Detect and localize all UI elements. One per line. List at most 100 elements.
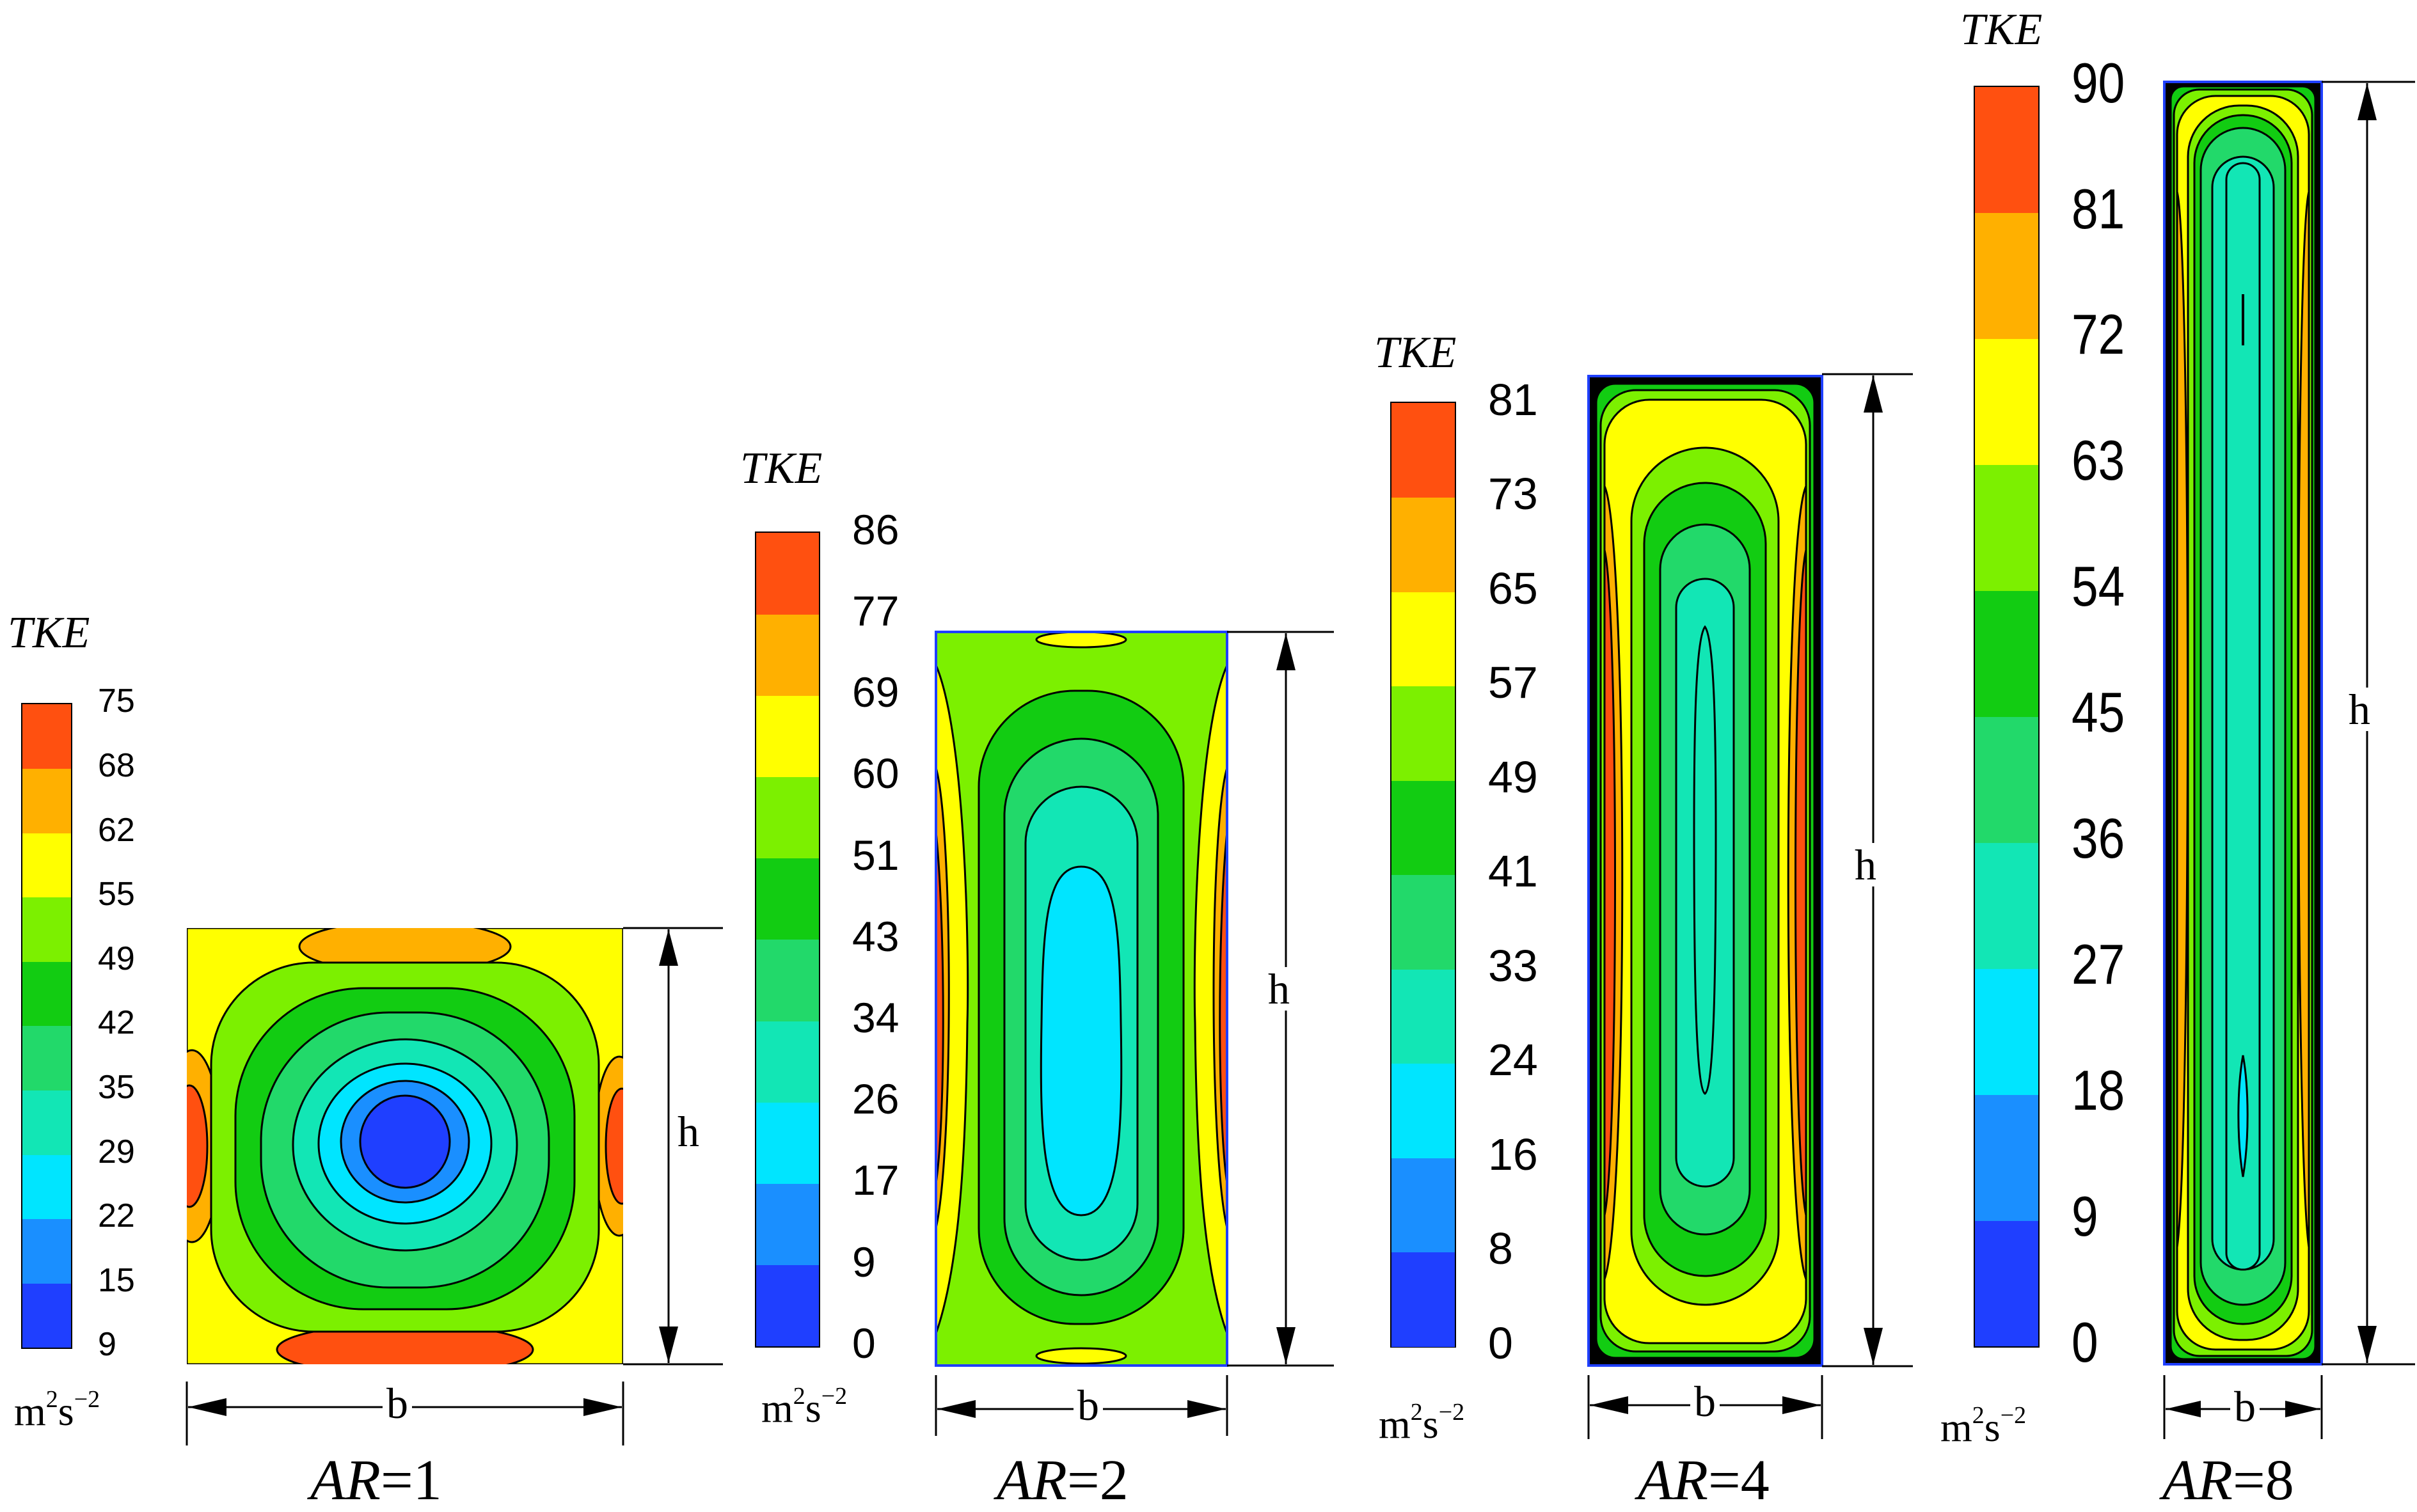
colorbar-segment <box>1975 1220 2038 1347</box>
colorbar-tick-label: 36 <box>2072 807 2125 870</box>
dimension-label-h: h <box>674 1110 703 1153</box>
colorbar-tick-label: 55 <box>98 876 135 913</box>
colorbar-tick-label: 0 <box>2072 1310 2098 1374</box>
colorbar-tick-label: 68 <box>98 747 135 784</box>
colorbar-tick-label: 26 <box>852 1075 899 1123</box>
colorbar-tick-label: 81 <box>2072 177 2125 240</box>
colorbar-unit: m2s−2 <box>761 1383 848 1431</box>
colorbar-title: TKE <box>8 608 90 658</box>
colorbar-title: TKE <box>1374 328 1457 377</box>
colorbar-segment <box>22 1026 71 1091</box>
colorbar-segment <box>22 768 71 833</box>
colorbar-segment <box>1975 87 2038 214</box>
colorbar-tick-label: 72 <box>2072 303 2125 366</box>
colorbar-title: TKE <box>1960 5 2043 54</box>
colorbar-segment <box>1391 1158 1455 1252</box>
colorbar-segment <box>1975 590 2038 717</box>
colorbar-segment <box>1975 968 2038 1095</box>
colorbar-unit: m2s−2 <box>14 1386 100 1434</box>
dimension-label-b: b <box>1074 1383 1103 1427</box>
colorbar-segment <box>22 961 71 1027</box>
colorbar-tick-label: 9 <box>98 1326 116 1364</box>
colorbar-tick-label: 62 <box>98 811 135 849</box>
colorbar-segment <box>1975 464 2038 592</box>
colorbar-segment <box>1391 686 1455 781</box>
colorbar-tick-label: 86 <box>852 505 899 553</box>
colorbar-tick-label: 29 <box>98 1133 135 1170</box>
colorbar-tick-label: 9 <box>2072 1184 2098 1248</box>
colorbar-segment <box>1391 780 1455 875</box>
colorbar-tick-label: 54 <box>2072 555 2125 618</box>
panel-label-ar2: AR=2 <box>997 1449 1129 1512</box>
colorbar-tick-label: 33 <box>1488 940 1538 991</box>
panel-label-ar8: AR=8 <box>2162 1449 2294 1512</box>
panel-label-ar4: AR=4 <box>1638 1449 1770 1512</box>
colorbar-segment <box>1391 403 1455 498</box>
colorbar-tick-label: 0 <box>1488 1318 1513 1368</box>
colorbar-tick-label: 0 <box>852 1319 876 1367</box>
dimension-label-h: h <box>2345 688 2374 731</box>
colorbar <box>1390 402 1456 1348</box>
colorbar-tick-label: 65 <box>1488 563 1538 613</box>
colorbar-segment <box>756 533 819 615</box>
colorbar-segment <box>1975 338 2038 466</box>
colorbar-segment <box>22 897 71 962</box>
colorbar-segment <box>756 614 819 696</box>
colorbar-unit: m2s−2 <box>1940 1402 2027 1450</box>
colorbar-title: TKE <box>740 444 823 493</box>
colorbar-segment <box>1391 1063 1455 1158</box>
colorbar-tick-label: 75 <box>98 682 135 720</box>
colorbar-tick-label: 34 <box>852 993 899 1041</box>
dimension-label-b: b <box>1690 1380 1720 1423</box>
colorbar-segment <box>756 858 819 940</box>
colorbar-tick-label: 57 <box>1488 658 1538 707</box>
colorbar-segment <box>756 940 819 1021</box>
colorbar-tick-label: 18 <box>2072 1058 2125 1122</box>
colorbar-tick-label: 45 <box>2072 681 2125 744</box>
colorbar-tick-label: 8 <box>1488 1224 1513 1273</box>
colorbar-unit: m2s−2 <box>1379 1399 1465 1447</box>
dimension-label-b: b <box>2230 1385 2260 1428</box>
colorbar-tick-label: 9 <box>852 1238 876 1286</box>
colorbar-tick-label: 24 <box>1488 1035 1538 1085</box>
colorbar-segment <box>756 1021 819 1103</box>
colorbar-segment <box>1975 842 2038 969</box>
colorbar-segment <box>22 1218 71 1284</box>
dimension-label-h: h <box>1264 967 1294 1011</box>
colorbar-tick-label: 51 <box>852 831 899 879</box>
colorbar-tick-label: 35 <box>98 1069 135 1106</box>
colorbar-tick-label: 41 <box>1488 846 1538 896</box>
colorbar-segment <box>1975 1094 2038 1221</box>
colorbar-tick-label: 15 <box>98 1261 135 1299</box>
dimension-label-h: h <box>1851 843 1880 886</box>
colorbar-segment <box>1391 497 1455 592</box>
colorbar-segment <box>22 1154 71 1220</box>
colorbar-segment <box>1391 592 1455 686</box>
colorbar-segment <box>756 1102 819 1185</box>
colorbar-segment <box>1975 716 2038 843</box>
colorbar-tick-label: 90 <box>2072 51 2125 114</box>
colorbar-tick-label: 49 <box>98 940 135 977</box>
colorbar-tick-label: 69 <box>852 668 899 716</box>
colorbar-segment <box>756 1264 819 1347</box>
dimension-label-b: b <box>383 1382 412 1425</box>
colorbar-tick-label: 27 <box>2072 932 2125 996</box>
colorbar-segment <box>756 1183 819 1266</box>
colorbar-segment <box>1391 969 1455 1064</box>
colorbar <box>755 532 820 1348</box>
colorbar-tick-label: 63 <box>2072 429 2125 492</box>
colorbar-segment <box>22 833 71 898</box>
colorbar-tick-label: 43 <box>852 912 899 960</box>
colorbar-tick-label: 17 <box>852 1156 899 1204</box>
colorbar-segment <box>756 776 819 859</box>
colorbar-segment <box>22 1283 71 1348</box>
colorbar-tick-label: 16 <box>1488 1129 1538 1179</box>
colorbar-segment <box>1391 1252 1455 1347</box>
colorbar-tick-label: 77 <box>852 587 899 634</box>
panel-label-ar1: AR=1 <box>310 1449 442 1512</box>
colorbar-segment <box>22 1090 71 1155</box>
